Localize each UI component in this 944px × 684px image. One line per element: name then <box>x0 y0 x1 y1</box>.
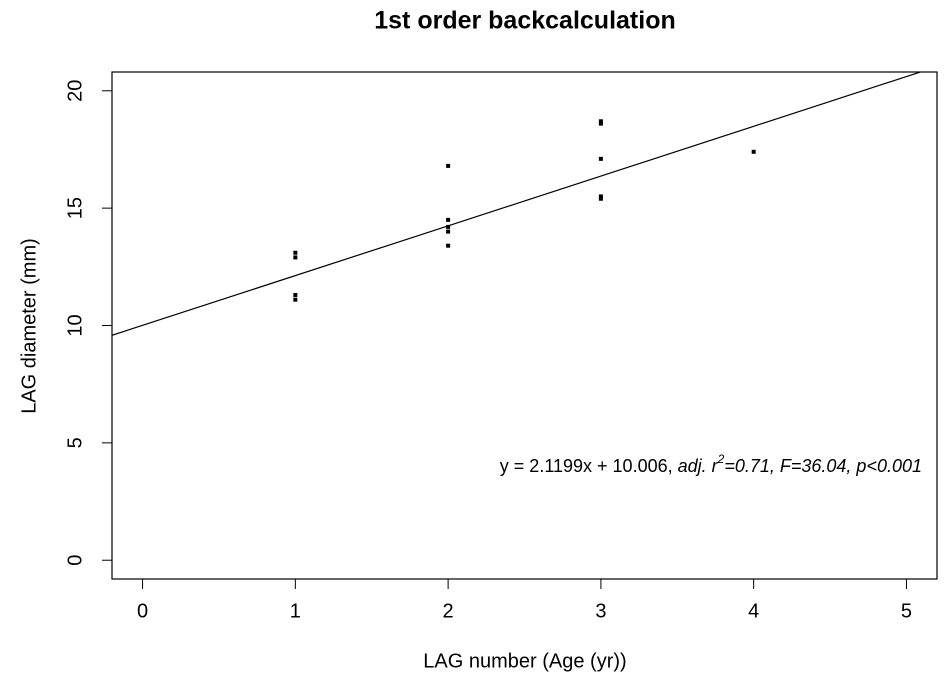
plot-frame <box>111 71 938 580</box>
x-tick-label: 2 <box>443 600 454 622</box>
point <box>446 243 451 248</box>
point <box>446 229 451 234</box>
y-tick-label: 20 <box>64 80 86 102</box>
point <box>598 196 603 201</box>
point <box>293 297 298 302</box>
x-tick-label: 1 <box>290 600 301 622</box>
x-axis-label: LAG number (Age (yr)) <box>423 650 626 672</box>
y-tick-label: 15 <box>64 197 86 219</box>
chart-title: 1st order backcalculation <box>374 7 676 35</box>
x-tick-label: 3 <box>595 600 606 622</box>
point <box>446 224 451 229</box>
point <box>598 156 603 161</box>
point <box>446 163 451 168</box>
point <box>293 250 298 255</box>
y-tick-label: 5 <box>64 437 86 448</box>
regression-line <box>112 72 923 336</box>
point <box>598 121 603 126</box>
y-axis-label: LAG diameter (mm) <box>18 238 40 414</box>
annotation-part: 2 <box>717 452 725 466</box>
point <box>293 255 298 260</box>
point <box>446 217 451 222</box>
annotation: y = 2.1199x + 10.006, adj. r2=0.71, F=36… <box>500 452 922 476</box>
y-tick-label: 0 <box>64 555 86 566</box>
annotation-part: =0.71, F=36.04, p<0.001 <box>724 456 922 476</box>
point <box>293 292 298 297</box>
annotation-part: y = 2.1199x + 10.006, <box>500 456 678 476</box>
point <box>751 149 756 154</box>
point <box>598 194 603 199</box>
x-tick-label: 0 <box>137 600 148 622</box>
y-tick-label: 10 <box>64 314 86 336</box>
point <box>598 119 603 124</box>
annotation-part: adj. r <box>678 456 719 476</box>
x-tick-label: 5 <box>901 600 912 622</box>
x-tick-label: 4 <box>748 600 759 622</box>
